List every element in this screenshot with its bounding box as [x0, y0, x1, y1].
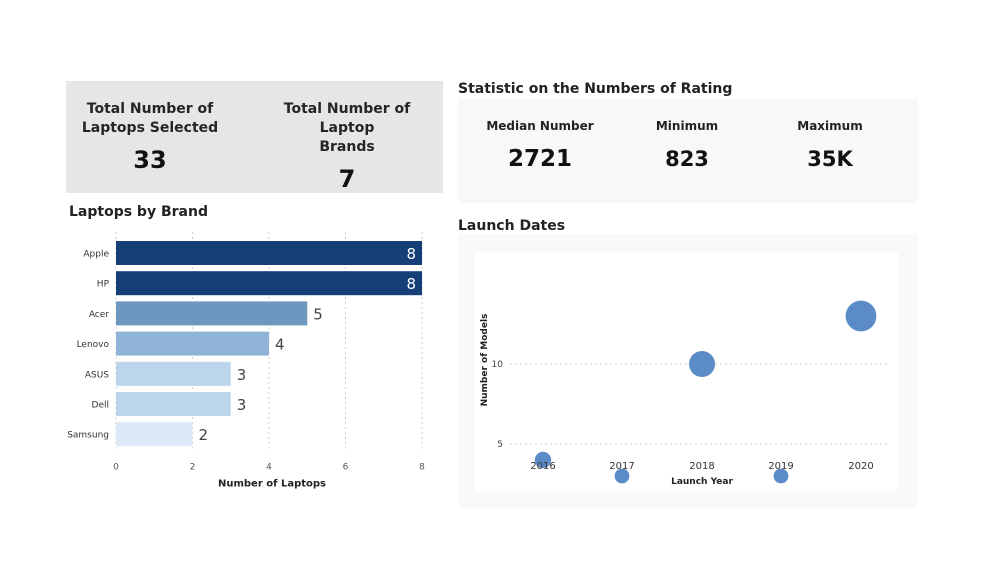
- rating-stats-panel: Median Number 2721 Minimum 823 Maximum 3…: [458, 99, 918, 203]
- kpi-total-laptops: Total Number of Laptops Selected 33: [80, 100, 220, 174]
- x-axis-label: Number of Laptops: [218, 478, 326, 489]
- x-tick-label: 4: [266, 462, 272, 472]
- x-tick-label: 2: [190, 462, 196, 472]
- kpi-panel: Total Number of Laptops Selected 33 Tota…: [66, 81, 443, 193]
- y-tick-label: Dell: [92, 401, 109, 411]
- stat-label: Median Number: [486, 119, 594, 133]
- y-tick-label: Apple: [83, 250, 109, 260]
- stat-value: 2721: [507, 146, 572, 172]
- y-tick-label: Lenovo: [77, 340, 110, 350]
- kpi-label-line: Total Number of: [86, 101, 214, 117]
- bar-chart-title: Laptops by Brand: [69, 204, 208, 220]
- kpi-total-brands: Total Number of Laptop Brands 7: [259, 100, 435, 193]
- bar: [116, 241, 422, 265]
- bar: [116, 271, 422, 296]
- x-tick-label: 2020: [848, 461, 873, 472]
- stat-value: 823: [665, 147, 709, 171]
- x-tick-label: 2016: [530, 461, 555, 472]
- launch-dates-chart: 5 10 2016 2017 2018 2019 2020 Launch Year Number…: [475, 252, 898, 491]
- kpi-value: 7: [338, 165, 356, 193]
- y-tick-label: 10: [492, 360, 504, 370]
- x-tick-label: 2018: [689, 461, 714, 472]
- data-point: [773, 468, 789, 484]
- data-label: 4: [275, 336, 285, 354]
- kpi-label: Total Number of Laptops Selected: [80, 100, 220, 138]
- y-tick-label: Samsung: [67, 431, 109, 441]
- data-label: 3: [237, 366, 247, 384]
- kpi-label-line: Brands: [319, 139, 375, 155]
- data-point: [534, 451, 552, 469]
- kpi-value: 33: [133, 146, 167, 174]
- plot-area: [475, 252, 898, 491]
- data-label: 3: [237, 396, 247, 414]
- x-axis-label: Launch Year: [671, 477, 733, 487]
- data-label: 8: [406, 245, 416, 263]
- y-tick-label: 5: [497, 440, 503, 450]
- bar: [116, 331, 269, 356]
- scatter-chart-title: Launch Dates: [458, 218, 566, 234]
- data-point: [845, 300, 877, 332]
- stat-value: 35K: [807, 147, 853, 171]
- data-label: 5: [313, 305, 323, 323]
- data-point: [689, 351, 715, 377]
- bar: [116, 301, 308, 326]
- data-point: [614, 468, 630, 484]
- stat-maximum: Maximum 35K: [760, 119, 900, 171]
- x-tick-label: 2017: [609, 461, 634, 472]
- bar: [116, 422, 193, 447]
- x-tick-label: 8: [419, 462, 425, 472]
- x-tick-label: 6: [343, 462, 349, 472]
- data-label: 2: [199, 426, 209, 444]
- stat-minimum: Minimum 823: [617, 119, 757, 171]
- data-label: 8: [406, 275, 416, 293]
- laptops-by-brand-chart: 0 2 4 6 8 Apple 8 HP 8 Acer 5 Lenovo 4 ASUS 3 Dell 3 Sams…: [67, 232, 425, 489]
- y-tick-label: Acer: [89, 310, 109, 320]
- x-tick-label: 0: [113, 462, 119, 472]
- bar: [116, 392, 231, 416]
- kpi-label: Total Number of Laptop Brands: [259, 100, 435, 157]
- stat-median: Median Number 2721: [470, 119, 610, 172]
- y-axis-label: Number of Models: [480, 314, 490, 407]
- rating-stats-title: Statistic on the Numbers of Rating: [458, 81, 733, 97]
- y-tick-label: ASUS: [85, 370, 109, 380]
- bar: [116, 361, 231, 386]
- kpi-label-line: Laptops Selected: [81, 120, 219, 136]
- stat-label: Minimum: [655, 119, 719, 133]
- y-tick-label: HP: [97, 280, 110, 290]
- stat-label: Maximum: [797, 119, 863, 133]
- kpi-label-line: Total Number of Laptop: [283, 101, 411, 136]
- x-tick-label: 2019: [768, 461, 793, 472]
